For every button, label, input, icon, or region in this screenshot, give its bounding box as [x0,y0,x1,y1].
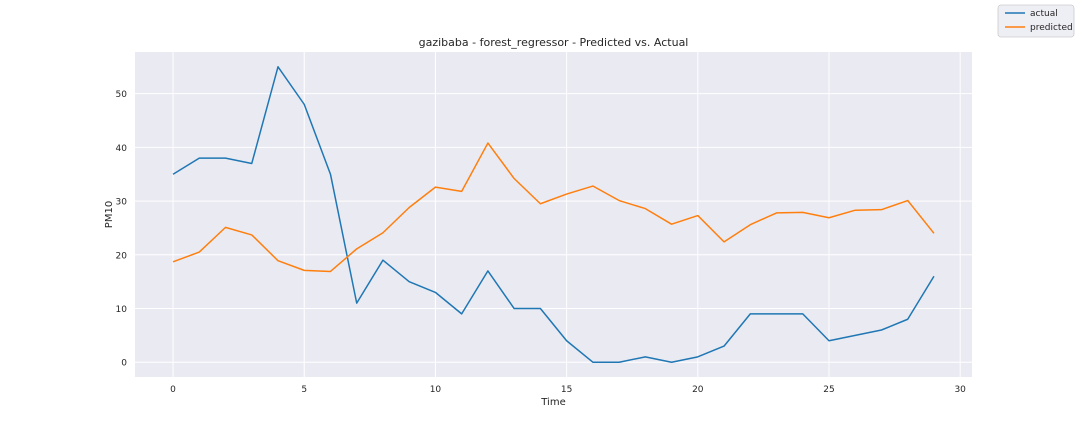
x-tick-label: 20 [692,385,704,395]
x-tick-label: 15 [561,385,572,395]
x-tick-label: 5 [301,385,307,395]
y-tick-label: 50 [116,90,128,100]
y-tick-label: 20 [116,251,128,261]
y-axis-label: PM10 [104,201,115,228]
y-tick-label: 30 [116,198,128,208]
tick-labels: 0 5 10 15 20 25 30 0 10 20 30 40 50 [116,90,967,395]
x-tick-label: 30 [954,385,966,395]
series-lines [172,66,935,363]
x-tick-label: 0 [170,385,176,395]
plot-background [135,52,972,377]
legend: actual predicted [997,4,1075,38]
x-tick-label: 10 [430,385,442,395]
legend-label-actual: actual [1030,9,1058,19]
y-tick-label: 10 [116,305,128,315]
x-tick-label: 25 [823,385,834,395]
y-tick-label: 40 [116,144,128,154]
series-line-predicted [172,142,935,273]
series-line-actual [172,66,935,363]
y-tick-label: 0 [121,359,127,369]
x-axis-label: Time [540,397,565,408]
grid [135,52,972,377]
chart-title: gazibaba - forest_regressor - Predicted … [419,36,689,49]
legend-label-predicted: predicted [1030,23,1073,33]
